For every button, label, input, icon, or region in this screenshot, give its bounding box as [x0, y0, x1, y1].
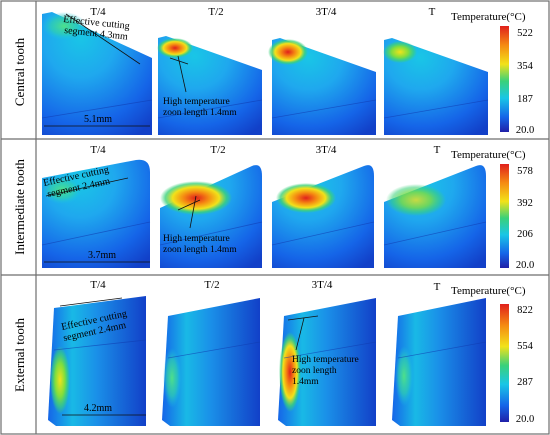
external-tooth-t4	[48, 296, 147, 426]
intermediate-tooth-3t4	[271, 165, 375, 268]
scale-tick: 392	[517, 198, 533, 209]
phase-label: T/2	[208, 6, 223, 18]
high-temp-zone-label: zoon length 1.4mm	[163, 108, 237, 118]
legend-title: Temperature(°C)	[451, 285, 526, 297]
intermediate-tooth-t4	[41, 159, 151, 268]
high-temp-zone-label: High temperature	[292, 355, 359, 365]
external-tooth-3t4	[278, 298, 377, 426]
legend-title: Temperature(°C)	[451, 149, 526, 161]
phase-label: T	[434, 281, 441, 293]
color-scale-bar	[500, 304, 509, 422]
high-temp-zone-label: zoon length 1.4mm	[163, 245, 237, 255]
high-temp-zone-label: High temperature	[163, 234, 230, 244]
width-dimension-label: 4.2mm	[84, 403, 112, 414]
width-dimension-label: 5.1mm	[84, 114, 112, 125]
external-tooth-t	[392, 298, 487, 426]
scale-tick: 20.0	[516, 125, 534, 136]
scale-tick: 822	[517, 305, 533, 316]
scale-tick: 206	[517, 229, 533, 240]
width-dimension-label: 3.7mm	[88, 250, 116, 261]
scale-tick: 522	[517, 28, 533, 39]
high-temp-zone-label: 1.4mm	[292, 377, 319, 387]
scale-tick: 20.0	[516, 260, 534, 271]
scale-tick: 554	[517, 341, 534, 352]
high-temp-zone-label: High temperature	[163, 97, 230, 107]
color-scale-bar	[500, 26, 509, 132]
phase-label: 3T/4	[316, 6, 337, 18]
row-label-central: Central tooth	[12, 37, 27, 106]
phase-label: T	[434, 144, 441, 156]
phase-label: T/4	[90, 144, 106, 156]
central-tooth-t	[383, 38, 489, 135]
row-intermediate: T/4 T/2 3T/4 T Effective cutting segment…	[41, 144, 534, 271]
scale-tick: 187	[517, 94, 533, 105]
phase-label: T/2	[210, 144, 225, 156]
intermediate-tooth-t	[383, 165, 487, 268]
external-tooth-t2	[162, 298, 261, 426]
color-scale-bar	[500, 164, 509, 268]
scale-tick: 287	[517, 377, 533, 388]
central-tooth-t4	[41, 12, 153, 135]
phase-label: T	[429, 6, 436, 18]
row-label-intermediate: Intermediate tooth	[12, 159, 27, 255]
phase-label: T/2	[204, 279, 219, 291]
row-central: T/4 T/2 3T/4 T Effective cut	[41, 6, 534, 136]
scale-tick: 578	[517, 166, 533, 177]
high-temp-zone-label: zoon length	[292, 366, 337, 376]
scale-tick: 354	[517, 61, 534, 72]
phase-label: T/4	[90, 6, 106, 18]
phase-label: 3T/4	[316, 144, 337, 156]
phase-label: T/4	[90, 279, 106, 291]
legend-title: Temperature(°C)	[451, 11, 526, 23]
central-tooth-3t4	[268, 38, 377, 135]
phase-label: 3T/4	[312, 279, 333, 291]
row-external: T/4 T/2 3T/4 T Effective cutting segment…	[48, 279, 534, 426]
row-label-external: External tooth	[12, 318, 27, 393]
central-tooth-t2	[157, 36, 263, 135]
scale-tick: 20.0	[516, 414, 534, 425]
